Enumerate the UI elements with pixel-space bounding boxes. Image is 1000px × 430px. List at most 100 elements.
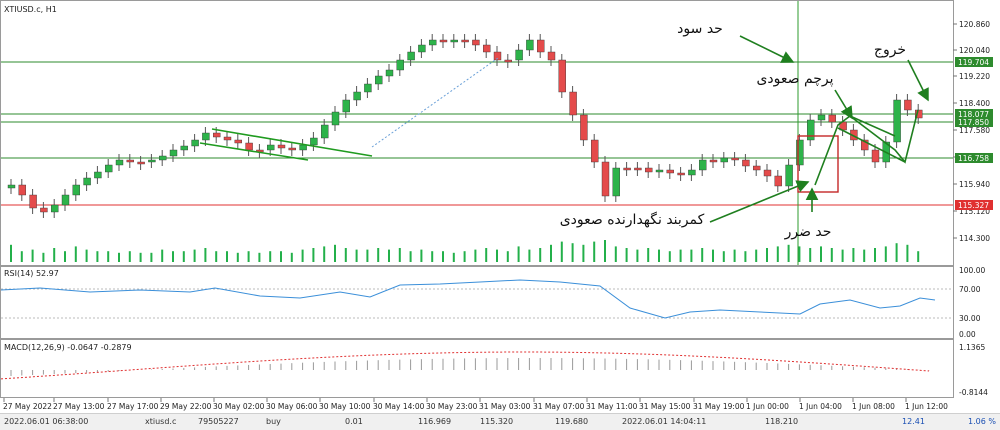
price-badge-label: 116.758 (958, 154, 989, 163)
candle-body (558, 59, 566, 93)
take-profit-annotation: حد سود (677, 21, 723, 37)
candle-body (580, 114, 588, 141)
volume-bar (452, 252, 455, 262)
candle-body (828, 114, 836, 123)
candle-body (277, 144, 286, 149)
trade-type: buy (266, 417, 281, 426)
candle-body (634, 167, 642, 171)
volume-bar (139, 252, 142, 262)
candle-body (742, 159, 750, 167)
volume-bar (334, 244, 336, 262)
candle-body (720, 157, 728, 163)
candle-body (364, 83, 372, 93)
time-tick-label: 30 May 06:00 (266, 402, 318, 411)
rsi-tick-label: 100.00 (959, 266, 985, 275)
volume-bar (96, 251, 99, 262)
candle-body (72, 184, 81, 196)
rsi-line (0, 279, 936, 319)
volume-bar (409, 251, 412, 262)
volume-bar (236, 252, 239, 262)
candle-body (191, 139, 199, 147)
price-badge (955, 109, 993, 119)
candle-body (148, 159, 156, 163)
time-tick-label: 31 May 07:00 (533, 402, 585, 411)
candle-body (472, 39, 480, 46)
volume-bar (172, 251, 174, 262)
candle-body (515, 49, 523, 61)
volume-bar (830, 248, 833, 262)
candle-body (18, 184, 26, 196)
time-tick-label: 30 May 14:00 (373, 402, 425, 411)
volume-bar (917, 251, 920, 262)
volume-bar (247, 251, 250, 262)
candle-body (655, 169, 664, 173)
candle-body (623, 167, 631, 171)
time-tick-label: 31 May 11:00 (586, 402, 638, 411)
volume-bar (798, 246, 801, 262)
candle-body (169, 149, 178, 157)
volume-bar (10, 244, 12, 262)
rsi-tick-label: 0.00 (959, 330, 976, 339)
candle-body (893, 99, 901, 143)
volume-bar (550, 244, 552, 262)
volume-bar (377, 248, 380, 262)
volume-bar (269, 251, 272, 262)
candle-body (817, 114, 826, 121)
volume-bar (20, 251, 23, 262)
candle-body (666, 169, 674, 174)
bull-flag-path (814, 109, 919, 186)
price-badge (955, 153, 993, 163)
rsi-tick-label: 30.00 (959, 314, 981, 323)
macd-label: MACD(12,26,9) -0.0647 -0.2879 (4, 343, 132, 352)
macd-signal-line (0, 351, 930, 380)
volume-bar (107, 251, 110, 262)
volume-bar (712, 249, 714, 262)
time-tick-label: 1 Jun 08:00 (852, 402, 895, 411)
volume-bar (571, 243, 574, 262)
bullish-holder-annotation: کمربند نگهدارنده صعودی (560, 211, 705, 228)
volume-bar (517, 246, 520, 262)
volume-bar (258, 252, 261, 262)
candle-body (353, 91, 361, 101)
candle-body (342, 99, 350, 113)
volume-bar (150, 252, 153, 262)
volume-bar (668, 251, 671, 262)
price-chart[interactable]: XTIUSD.c, H1 RSI(14) 52.97 MACD(12,26,9)… (0, 0, 1000, 413)
trade-status-bar[interactable]: 2022.06.01 06:38:00 xtiusd.c 79505227 bu… (0, 413, 1000, 430)
candle-body (310, 137, 318, 146)
candle-body (645, 167, 653, 173)
volume-bar (301, 249, 304, 262)
rsi-tick-label: 70.00 (959, 285, 981, 294)
candle-body (429, 39, 437, 46)
volume-bar (863, 249, 866, 262)
volume-bar (64, 251, 66, 262)
time-tick-label: 30 May 02:00 (213, 402, 265, 411)
candle-body (321, 124, 329, 139)
time-tick-label: 1 Jun 00:00 (746, 402, 789, 411)
volume-bar (323, 246, 326, 262)
time-tick-label: 30 May 10:00 (319, 402, 371, 411)
volume-bar (895, 243, 898, 262)
volume-bar (722, 251, 725, 262)
volume-bar (755, 249, 758, 262)
candle-body (61, 194, 70, 206)
volume-bar (344, 248, 347, 262)
price-tick-label: 115.120 (959, 207, 990, 216)
candle-body (591, 139, 599, 163)
volume-bar (906, 244, 909, 262)
candle-body (861, 139, 869, 151)
volume-bar (193, 249, 196, 262)
volume-bar (85, 249, 88, 262)
ticket-number: 79505227 (198, 417, 239, 426)
volume-bar (215, 251, 218, 262)
candle-body (212, 132, 221, 138)
volume-bar (161, 249, 164, 262)
candle-body (547, 51, 556, 61)
candle-body (267, 144, 275, 151)
volume-bar (182, 251, 185, 262)
price-tick-label: 120.860 (959, 20, 990, 29)
volume-bar (420, 249, 423, 262)
volume-bar (593, 241, 596, 262)
time-tick-label: 31 May 15:00 (639, 402, 691, 411)
